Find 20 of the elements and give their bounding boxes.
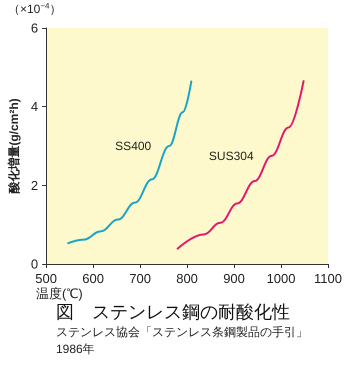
text: ステンレス協会「ステンレス条鋼製品の手引」 [56,325,308,339]
x-tick-label: 900 [223,271,245,286]
x-tick-label: 500 [35,271,57,286]
y-tick-label: 2 [30,178,38,193]
series-label: SS400 [115,139,152,153]
series-label: SUS304 [208,148,254,163]
y-tick-label: 0 [30,256,38,272]
x-tick-label: 700 [129,271,151,286]
text: 図 ステンレス鋼の耐酸化性 [56,302,290,322]
y-tick-label: 4 [30,99,38,114]
text: 1986年 [56,342,95,356]
x-tick-label: 600 [82,271,104,286]
x-tick-label: 800 [176,271,198,286]
x-axis-title: 温度(℃) [36,286,83,301]
line-series [176,80,305,250]
line-series [67,80,192,244]
x-tick-label: 1000 [266,271,296,286]
y-tick-label: 6 [30,20,38,36]
y-axis-title: 酸化増量(g/cm²h) [7,98,21,194]
x-tick-label: 1100 [314,271,342,286]
